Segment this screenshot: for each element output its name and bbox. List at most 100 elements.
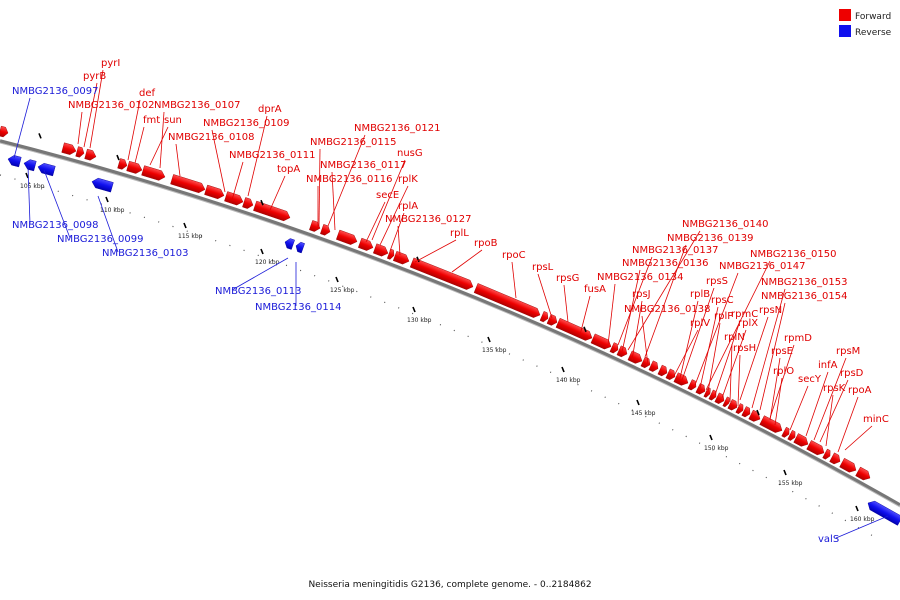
gene-arrow-nmbg2136-0147[interactable] (748, 409, 763, 424)
gene-label-rplp[interactable]: rplP (714, 311, 733, 322)
gene-arrow-rpsh[interactable] (741, 406, 753, 418)
gene-label-nmbg2136-0113[interactable]: NMBG2136_0113 (215, 286, 301, 297)
gene-label-rpmd[interactable]: rpmD (784, 333, 812, 344)
gene-arrow-rpsd[interactable] (839, 457, 859, 474)
gene-label-nmbg2136-0139[interactable]: NMBG2136_0139 (667, 233, 753, 244)
gene-label-nmbg2136-0099[interactable]: NMBG2136_0099 (57, 234, 143, 245)
gene-arrow-nusg[interactable] (372, 243, 390, 258)
gene-arrow-sun[interactable] (141, 165, 167, 182)
gene-arrow-pyri[interactable] (75, 146, 86, 159)
gene-label-nmbg2136-0121[interactable]: NMBG2136_0121 (354, 123, 440, 134)
gene-arrow-pyrb[interactable] (61, 142, 78, 156)
gene-label-rplb[interactable]: rplB (690, 289, 710, 300)
gene-label-rpsh[interactable]: rpsH (733, 343, 756, 354)
gene-label-infa[interactable]: infA (818, 360, 838, 371)
gene-arrow-secy[interactable] (806, 440, 827, 457)
gene-arrow-nmbg2136-0121[interactable] (357, 237, 374, 252)
gene-arrow-rplx[interactable] (727, 399, 740, 411)
gene-label-nmbg2136-0127[interactable]: NMBG2136_0127 (385, 214, 471, 225)
gene-label-rpsc[interactable]: rpsC (711, 295, 734, 306)
gene-label-nmbg2136-0154[interactable]: NMBG2136_0154 (761, 291, 847, 302)
gene-arrow-fusa[interactable] (609, 342, 620, 355)
gene-label-nmbg2136-0138[interactable]: NMBG2136_0138 (624, 304, 710, 315)
gene-arrow-nmbg2136-0102[interactable] (84, 148, 98, 161)
gene-arrow-dpra[interactable] (242, 197, 254, 209)
gene-label-nmbg2136-0108[interactable]: NMBG2136_0108 (168, 132, 254, 143)
gene-label-sece[interactable]: secE (376, 190, 399, 201)
gene-label-rpln[interactable]: rplN (724, 332, 745, 343)
gene-label-nusg[interactable]: nusG (397, 148, 423, 159)
gene-arrow-fmt[interactable] (126, 160, 144, 175)
gene-label-pyri[interactable]: pyrI (101, 58, 120, 69)
gene-label-nmbg2136-0136[interactable]: NMBG2136_0136 (622, 258, 708, 269)
gene-arrow-rpll[interactable] (539, 311, 550, 323)
gene-label-rpsl[interactable]: rpsL (532, 262, 554, 273)
gene-label-rpoa[interactable]: rpoA (848, 385, 872, 396)
gene-arrow-nmbg2136-0115[interactable] (309, 220, 321, 233)
gene-label-rplo[interactable]: rplO (773, 366, 794, 377)
gene-arrow-rpsj[interactable] (673, 372, 690, 388)
gene-arrow-nmbg2136-0150[interactable] (759, 415, 785, 435)
gene-arrow-rpsm[interactable] (829, 452, 843, 466)
gene-arrow-rpmc[interactable] (722, 396, 731, 408)
gene-label-rpoc[interactable]: rpoC (502, 250, 526, 261)
gene-label-rpll[interactable]: rplL (450, 228, 469, 239)
gene-label-nmbg2136-0098[interactable]: NMBG2136_0098 (12, 220, 98, 231)
gene-label-nmbg2136-0103[interactable]: NMBG2136_0103 (102, 248, 188, 259)
gene-label-dpra[interactable]: dprA (258, 104, 282, 115)
gene-label-vals[interactable]: valS (818, 534, 839, 545)
gene-label-pyrb[interactable]: pyrB (83, 71, 106, 82)
gene-label-minc[interactable]: minC (863, 414, 889, 425)
gene-arrow-nmbg2136-0098[interactable] (23, 158, 37, 172)
gene-arrow-rpob[interactable] (473, 283, 542, 319)
gene-label-nmbg2136-0150[interactable]: NMBG2136_0150 (750, 249, 836, 260)
gene-label-rpmc[interactable]: rpmC (731, 309, 758, 320)
gene-arrow-gene-start-fragment[interactable] (0, 125, 9, 138)
gene-arrow-nmbg2136-0111[interactable] (253, 200, 291, 222)
gene-label-nmbg2136-0102[interactable]: NMBG2136_0102 (68, 100, 154, 111)
gene-label-nmbg2136-0116[interactable]: NMBG2136_0116 (306, 174, 392, 185)
gene-arrow-rpss[interactable] (695, 383, 707, 395)
gene-label-rpla[interactable]: rplA (398, 201, 418, 212)
gene-label-nmbg2136-0115[interactable]: NMBG2136_0115 (310, 137, 396, 148)
gene-arrow-nmbg2136-0136[interactable] (627, 350, 644, 366)
gene-arrow-rplb[interactable] (687, 379, 698, 392)
gene-arrow-rpsn[interactable] (781, 426, 792, 438)
gene-arrow-rpla[interactable] (409, 257, 475, 292)
gene-arrow-nmbg2136-0117[interactable] (336, 229, 358, 246)
gene-label-nmbg2136-0107[interactable]: NMBG2136_0107 (154, 100, 240, 111)
gene-label-nmbg2136-0097[interactable]: NMBG2136_0097 (12, 86, 98, 97)
gene-arrow-nmbg2136-0116[interactable] (320, 224, 331, 236)
gene-arrow-rplp[interactable] (714, 392, 726, 405)
gene-label-topa[interactable]: topA (277, 164, 300, 175)
gene-label-rpob[interactable]: rpoB (474, 238, 498, 249)
gene-arrow-nmbg2136-0103[interactable] (91, 177, 114, 193)
gene-label-secy[interactable]: secY (798, 374, 822, 385)
gene-arrow-nmbg2136-0107[interactable] (170, 174, 207, 194)
gene-label-fusa[interactable]: fusA (584, 284, 606, 295)
gene-arrow-rpoc[interactable] (546, 314, 559, 327)
gene-arrow-nmbg2136-0140[interactable] (665, 368, 677, 381)
gene-arrow-rpln[interactable] (735, 403, 746, 414)
gene-label-rplx[interactable]: rplX (738, 318, 758, 329)
gene-label-sun[interactable]: sun (164, 115, 182, 126)
gene-label-rplv[interactable]: rplV (690, 318, 710, 329)
gene-label-nmbg2136-0147[interactable]: NMBG2136_0147 (719, 261, 805, 272)
gene-label-rpss[interactable]: rpsS (706, 276, 728, 287)
gene-arrow-infa[interactable] (822, 448, 833, 461)
gene-label-def[interactable]: def (139, 88, 156, 99)
gene-label-rpsj[interactable]: rpsJ (632, 289, 651, 300)
gene-label-nmbg2136-0109[interactable]: NMBG2136_0109 (203, 118, 289, 129)
gene-label-nmbg2136-0140[interactable]: NMBG2136_0140 (682, 219, 768, 230)
gene-arrow-nmbg2136-0113[interactable] (283, 237, 295, 250)
gene-label-rpsm[interactable]: rpsM (836, 346, 860, 357)
gene-label-rpsn[interactable]: rpsN (759, 305, 782, 316)
gene-label-nmbg2136-0117[interactable]: NMBG2136_0117 (320, 160, 406, 171)
gene-label-rpsk[interactable]: rpsK (823, 383, 846, 394)
gene-label-rpsd[interactable]: rpsD (840, 368, 864, 379)
gene-arrow-nmbg2136-0099[interactable] (37, 162, 56, 177)
gene-label-rplk[interactable]: rplK (398, 174, 418, 185)
gene-arrow-nmbg2136-0108[interactable] (204, 184, 225, 200)
gene-label-rpsg[interactable]: rpsG (556, 273, 579, 284)
gene-label-rpse[interactable]: rpsE (771, 346, 793, 357)
